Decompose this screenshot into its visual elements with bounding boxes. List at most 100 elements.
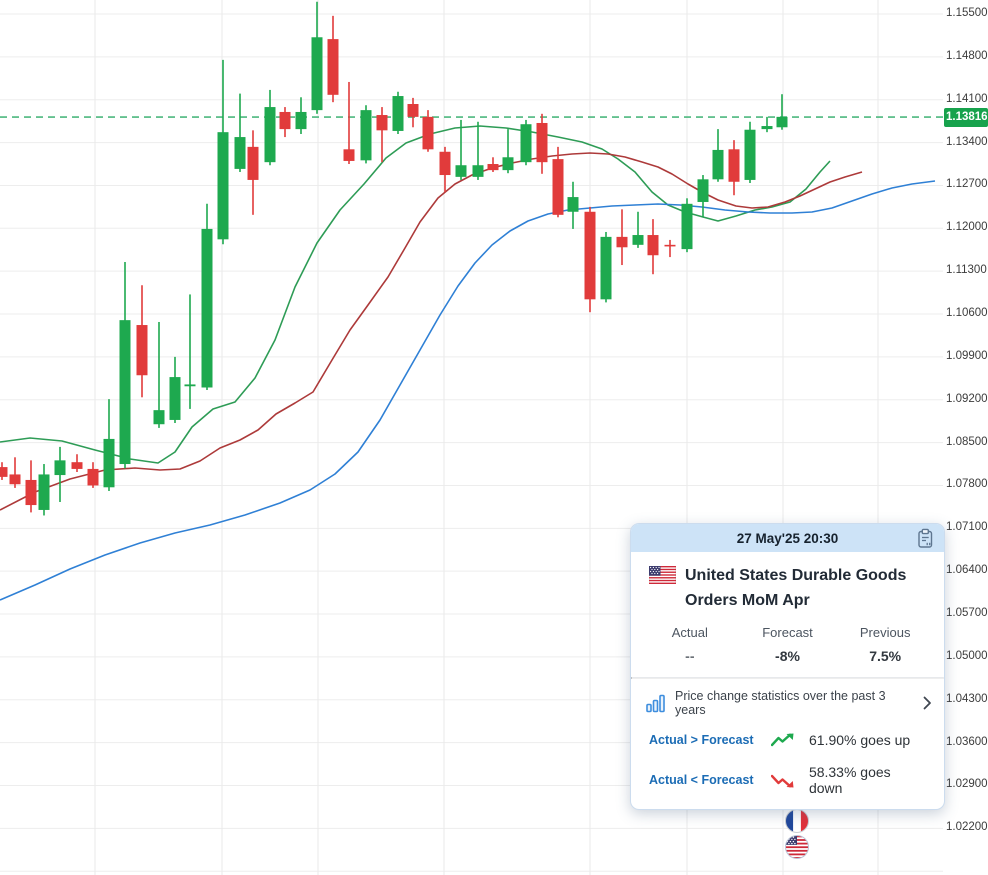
event-flag-france[interactable] <box>785 809 809 833</box>
previous-column: Previous 7.5% <box>836 625 934 664</box>
candle-body <box>234 137 246 169</box>
trend-down-icon <box>770 773 809 788</box>
axis-tick-label: 1.07100 <box>946 521 988 534</box>
candle-body <box>600 236 612 300</box>
candle-body <box>584 211 596 300</box>
event-values: Actual -- Forecast -8% Previous 7.5% <box>631 615 944 677</box>
axis-tick-label: 1.15500 <box>946 7 988 19</box>
axis-tick-label: 1.04300 <box>946 692 988 705</box>
candle-body <box>25 479 37 506</box>
event-tooltip-header: 27 May'25 20:30 <box>631 524 944 552</box>
previous-label: Previous <box>859 625 911 640</box>
candle-body <box>616 236 628 248</box>
candle-body <box>136 325 148 376</box>
axis-tick-label: 1.11300 <box>946 264 987 277</box>
event-title: United States Durable Goods Orders MoM A… <box>685 567 907 609</box>
candle-body <box>520 124 532 163</box>
axis-tick-label: 1.08500 <box>946 435 988 448</box>
candle-body <box>9 474 21 485</box>
axis-tick-label: 1.14100 <box>946 92 988 105</box>
forecast-value: -8% <box>775 648 800 664</box>
event-title-row: United States Durable Goods Orders MoM A… <box>631 552 944 615</box>
actual-greater-row: Actual > Forecast 61.90% goes up <box>631 725 944 757</box>
axis-tick-label: 1.02200 <box>946 821 988 834</box>
candle-body <box>153 410 165 425</box>
candle-body <box>439 151 451 176</box>
forecast-label: Forecast <box>762 625 813 640</box>
candle-body <box>567 197 579 212</box>
candle-body <box>360 110 372 161</box>
candle-body <box>0 467 8 477</box>
candle-body <box>311 37 323 111</box>
axis-tick-label: 1.09200 <box>946 392 988 405</box>
candle-body <box>407 104 419 117</box>
axis-tick-label: 1.03600 <box>946 735 988 748</box>
event-date: 27 May'25 20:30 <box>736 530 839 546</box>
candle-body <box>487 164 499 171</box>
tooltip-divider <box>631 677 944 679</box>
trend-up-icon <box>771 733 809 748</box>
candle-body <box>343 149 355 161</box>
chevron-right-icon <box>923 696 931 710</box>
candle-body <box>201 228 213 388</box>
event-tooltip: 27 May'25 20:30 <box>630 523 945 810</box>
axis-tick-label: 1.09900 <box>946 349 988 362</box>
candle-body <box>502 157 514 171</box>
candle-body <box>392 96 404 131</box>
ma-slow-line <box>0 180 936 601</box>
us-flag-icon <box>648 565 677 589</box>
axis-tick-label: 1.13400 <box>946 135 988 148</box>
candle-body <box>728 149 740 182</box>
candle-body <box>376 115 388 131</box>
axis-tick-label: 1.12000 <box>946 221 988 234</box>
price-stats-link[interactable]: Price change statistics over the past 3 … <box>631 679 944 725</box>
candle-body <box>776 116 788 128</box>
goes-down-text: 58.33% goes down <box>808 764 891 796</box>
actual-value: -- <box>685 648 695 664</box>
candle-body <box>472 165 484 177</box>
candle-body <box>455 165 467 177</box>
axis-tick-label: 1.06400 <box>946 564 988 577</box>
candle-body <box>87 468 99 486</box>
current-price-label: 1.13816 <box>944 107 988 127</box>
price-axis[interactable]: 1.15500 1.14800 1.14100 1.13400 1.12700 1.120… <box>944 0 988 875</box>
candle-body <box>264 107 276 163</box>
axis-tick-label: 1.05000 <box>946 649 988 662</box>
copy-event-icon[interactable] <box>915 528 935 548</box>
candle-body <box>184 384 196 387</box>
candle-body <box>327 39 339 95</box>
axis-tick-label: 1.07800 <box>946 478 988 491</box>
price-stats-label: Price change statistics over the past 3 … <box>675 689 886 717</box>
candle-body <box>632 235 644 245</box>
axis-tick-label: 1.05700 <box>946 607 988 620</box>
actual-column: Actual -- <box>641 625 739 664</box>
actual-less-label: Actual < Forecast <box>649 773 754 787</box>
ma-fast-line <box>0 125 831 464</box>
candle-body <box>681 203 693 250</box>
event-flag-united-states[interactable] <box>785 835 809 859</box>
candle-body <box>169 377 181 420</box>
bar-chart-icon <box>646 694 665 712</box>
candle-body <box>71 462 83 469</box>
candle-body <box>279 111 291 130</box>
candle-body <box>38 474 50 510</box>
current-price-value: 1.13816 <box>946 111 988 124</box>
candles <box>0 1 788 516</box>
axis-tick-label: 1.10600 <box>946 307 988 320</box>
axis-tick-label: 1.14800 <box>946 49 988 62</box>
candle-body <box>744 129 756 180</box>
clipboard-icon <box>917 528 932 548</box>
actual-less-row: Actual < Forecast 58.33% goes down <box>631 757 944 809</box>
candle-body <box>552 159 564 215</box>
axis-tick-label: 1.12700 <box>946 178 988 191</box>
candle-body <box>217 132 229 240</box>
actual-greater-label: Actual > Forecast <box>649 733 754 747</box>
forecast-column: Forecast -8% <box>739 625 837 664</box>
previous-value: 7.5% <box>869 648 902 664</box>
candle-body <box>247 146 259 180</box>
candle-body <box>712 149 724 180</box>
axis-tick-label: 1.02900 <box>946 778 988 791</box>
actual-label: Actual <box>671 625 708 640</box>
candle-body <box>119 320 131 465</box>
